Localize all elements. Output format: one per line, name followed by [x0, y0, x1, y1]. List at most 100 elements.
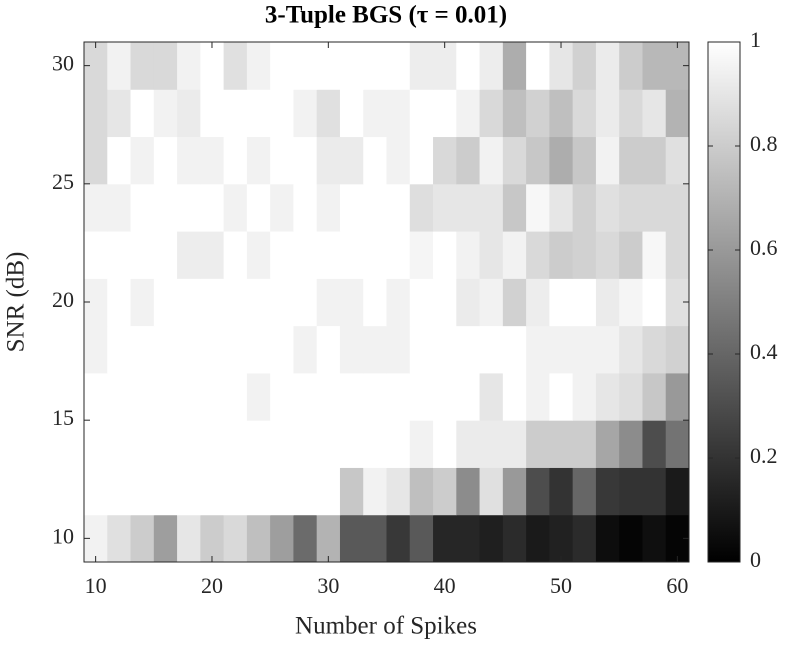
heatmap-cell: [595, 231, 620, 279]
heatmap-cell: [619, 467, 643, 516]
heatmap-cell: [549, 514, 574, 563]
heatmap-cell: [223, 514, 248, 563]
heatmap-cell: [200, 42, 225, 90]
y-tick-label: 20: [52, 287, 74, 312]
heatmap-cell: [526, 372, 550, 421]
heatmap-cell: [479, 372, 504, 421]
heatmap-cell: [479, 278, 504, 327]
heatmap-cell: [619, 420, 643, 468]
heatmap-cell: [107, 231, 132, 279]
heatmap-cell: [665, 372, 690, 421]
heatmap-cell: [363, 42, 387, 90]
heatmap-cell: [479, 420, 504, 468]
y-tick-label: 10: [52, 523, 74, 548]
heatmap-cell: [479, 42, 504, 90]
heatmap-cell: [270, 278, 294, 327]
heatmap-cell: [153, 42, 178, 90]
heatmap-cell: [246, 325, 271, 374]
heatmap-cell: [153, 231, 178, 279]
x-tick-label: 20: [201, 573, 223, 598]
heatmap-cell: [572, 136, 597, 185]
heatmap-cell: [409, 325, 434, 374]
heatmap-cell: [84, 420, 108, 468]
heatmap-cell: [339, 89, 364, 138]
heatmap-cell: [642, 420, 667, 468]
heatmap-cell: [223, 278, 248, 327]
heatmap-cell: [223, 136, 248, 185]
x-tick-label: 10: [85, 573, 107, 598]
heatmap-cell: [316, 42, 341, 90]
heatmap-cell: [665, 467, 690, 516]
heatmap-cell: [502, 42, 527, 90]
x-tick-label: 60: [666, 573, 688, 598]
heatmap-cell: [456, 325, 481, 374]
heatmap-cell: [153, 136, 178, 185]
heatmap-cell: [572, 231, 597, 279]
heatmap-cell: [479, 89, 504, 138]
heatmap-cell: [572, 278, 597, 327]
heatmap-cell: [433, 420, 457, 468]
heatmap-cell: [502, 372, 527, 421]
heatmap-cell: [456, 89, 481, 138]
heatmap-cell: [316, 183, 341, 232]
heatmap-cell: [409, 420, 434, 468]
heatmap-cell: [595, 372, 620, 421]
heatmap-cell: [316, 278, 341, 327]
heatmap-cell: [270, 183, 294, 232]
heatmap-cell: [502, 420, 527, 468]
heatmap-cell: [619, 42, 643, 90]
heatmap-cell: [84, 183, 108, 232]
heatmap-cell: [619, 372, 643, 421]
heatmap-cell: [409, 183, 434, 232]
heatmap-cell: [130, 467, 155, 516]
heatmap-cells: [84, 42, 690, 563]
heatmap-cell: [270, 42, 294, 90]
heatmap-cell: [363, 372, 387, 421]
heatmap-cell: [107, 467, 132, 516]
heatmap-cell: [293, 183, 318, 232]
heatmap-cell: [107, 278, 132, 327]
heatmap-cell: [200, 183, 225, 232]
heatmap-cell: [363, 183, 387, 232]
colorbar-tick-label: 0.2: [750, 443, 778, 468]
heatmap-cell: [642, 136, 667, 185]
heatmap-cell: [293, 325, 318, 374]
heatmap-cell: [153, 183, 178, 232]
heatmap-cell: [363, 325, 387, 374]
y-tick-label: 15: [52, 405, 74, 430]
heatmap-cell: [84, 467, 108, 516]
heatmap-cell: [595, 42, 620, 90]
heatmap-cell: [177, 136, 201, 185]
heatmap-cell: [456, 420, 481, 468]
heatmap-cell: [293, 42, 318, 90]
heatmap-cell: [433, 183, 457, 232]
heatmap-cell: [502, 467, 527, 516]
heatmap-cell: [270, 89, 294, 138]
heatmap-cell: [246, 420, 271, 468]
heatmap-cell: [642, 42, 667, 90]
heatmap-cell: [200, 514, 225, 563]
heatmap-cell: [130, 325, 155, 374]
heatmap-cell: [526, 325, 550, 374]
heatmap-cell: [456, 514, 481, 563]
heatmap-cell: [526, 136, 550, 185]
heatmap-cell: [339, 136, 364, 185]
heatmap-cell: [526, 514, 550, 563]
heatmap-cell: [84, 136, 108, 185]
heatmap-cell: [619, 514, 643, 563]
heatmap-cell: [665, 420, 690, 468]
heatmap-cell: [479, 467, 504, 516]
colorbar-tick-label: 0.4: [750, 339, 778, 364]
x-tick-label: 40: [434, 573, 456, 598]
heatmap-cell: [363, 420, 387, 468]
heatmap-cell: [433, 89, 457, 138]
heatmap-cell: [642, 183, 667, 232]
heatmap-cell: [456, 183, 481, 232]
heatmap-cell: [642, 278, 667, 327]
heatmap-cell: [386, 89, 411, 138]
heatmap-cell: [409, 89, 434, 138]
heatmap-cell: [456, 231, 481, 279]
heatmap-cell: [572, 42, 597, 90]
heatmap-cell: [293, 467, 318, 516]
heatmap-cell: [316, 372, 341, 421]
